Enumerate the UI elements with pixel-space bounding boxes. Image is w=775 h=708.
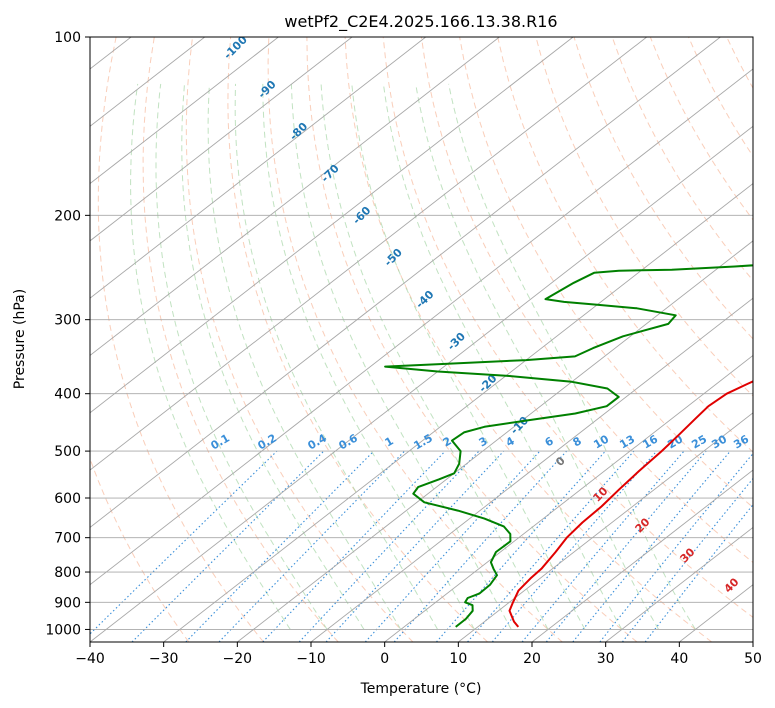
moist-adiabat-line	[351, 83, 586, 630]
dewpoint-profile	[384, 264, 753, 628]
y-axis-ticks: 1000 900 800 700 600 500 400 300 200 100	[45, 30, 90, 638]
moist-adiabat-line	[415, 83, 660, 630]
temperature-profile	[508, 380, 753, 628]
isotherm-line	[90, 68, 753, 586]
mixing-ratio-line	[185, 450, 375, 642]
dry-adiabat-line	[382, 37, 753, 618]
moist-adiabat-line	[207, 83, 402, 630]
plot-frame	[89, 36, 754, 643]
mixing-ratio-line	[621, 477, 753, 642]
x-tick-label: 0	[380, 651, 389, 667]
isobar-grid	[90, 37, 753, 630]
x-tick-label: −10	[296, 651, 326, 667]
mixing-ratio-line	[435, 450, 606, 642]
moist-adiabat-line	[155, 83, 328, 630]
chart-title: wetPf2_C2E4.2025.166.13.38.R16	[284, 12, 557, 32]
dry-adiabat-line	[90, 457, 190, 642]
mixing-ratio-line	[599, 452, 753, 642]
y-tick-label: 600	[54, 491, 81, 507]
dry-adiabat-line	[185, 37, 414, 642]
dry-adiabat-line	[267, 37, 563, 642]
isotherm-line	[605, 526, 753, 642]
isotherm-line	[90, 125, 753, 642]
mixing-ratio-line	[218, 450, 405, 642]
mixing-ratio-line	[364, 450, 541, 642]
dry-adiabat-line	[97, 37, 264, 642]
mixing-ratio-line	[521, 450, 685, 642]
x-axis-title: Temperature (°C)	[360, 681, 482, 697]
dry-adiabats	[90, 37, 753, 642]
moist-adiabat-line	[290, 83, 512, 630]
y-axis-title: Pressure (hPa)	[12, 289, 28, 389]
x-tick-label: 20	[523, 651, 541, 667]
moist-adiabat-line	[320, 83, 549, 630]
isotherm-line	[90, 37, 721, 528]
plot-area: -100-90-80-70-60-50-40-30-20-100.1 0.2 0.4…	[90, 37, 753, 642]
isotherm-line	[90, 37, 574, 414]
y-tick-label: 300	[54, 313, 81, 329]
isotherm-line	[90, 37, 353, 242]
y-tick-label: 200	[54, 208, 81, 224]
moist-adiabat-line	[382, 83, 623, 630]
mixing-ratio-line	[572, 450, 731, 642]
isotherm-line	[163, 182, 753, 642]
y-tick-label: 700	[54, 531, 81, 547]
dry-adiabat-line	[573, 37, 753, 340]
isotherm-line	[90, 37, 427, 299]
moist-adiabat-line	[262, 83, 475, 630]
moist-adiabats	[130, 83, 696, 630]
dry-adiabat-line	[344, 37, 713, 642]
y-tick-label: 100	[54, 30, 81, 46]
y-tick-label: 400	[54, 387, 81, 403]
x-tick-label: −20	[223, 651, 253, 667]
isotherm-line	[310, 297, 753, 642]
mixing-ratio-line	[262, 450, 446, 642]
profile-series	[384, 264, 753, 628]
y-tick-label: 1000	[45, 622, 81, 638]
mixing-ratio-line	[393, 450, 568, 642]
mixing-ratio-line	[545, 450, 707, 642]
moist-adiabat-line	[448, 83, 696, 630]
x-tick-label: −30	[149, 651, 179, 667]
isotherm-grid	[90, 37, 753, 642]
mixing-ratio-line	[325, 450, 505, 642]
x-tick-label: 30	[597, 651, 615, 667]
y-tick-label: 500	[54, 444, 81, 460]
isotherm-line	[384, 354, 753, 642]
dry-adiabat-line	[306, 37, 638, 642]
dry-adiabat-line	[227, 37, 488, 642]
x-tick-label: 10	[449, 651, 467, 667]
moist-adiabat-line	[181, 83, 365, 630]
dry-adiabat-line	[142, 37, 339, 642]
y-tick-label: 800	[54, 565, 81, 581]
isotherm-line	[90, 37, 279, 185]
x-tick-label: 40	[670, 651, 688, 667]
x-axis-ticks: −40 −30 −20 −10 0 10 20 30 40 50	[75, 642, 762, 667]
isotherm-line	[90, 37, 500, 357]
x-tick-label: 50	[744, 651, 762, 667]
mixing-ratio-line	[298, 450, 480, 642]
moist-adiabat-line	[130, 83, 291, 630]
dry-adiabat-line	[420, 37, 753, 564]
isotherm-line	[458, 412, 753, 642]
y-tick-label: 900	[54, 595, 81, 611]
isotherm-line	[531, 469, 753, 642]
moist-adiabat-line	[234, 83, 439, 630]
isotherm-line	[90, 37, 648, 471]
x-tick-label: −40	[75, 651, 105, 667]
isotherm-line	[237, 240, 753, 642]
